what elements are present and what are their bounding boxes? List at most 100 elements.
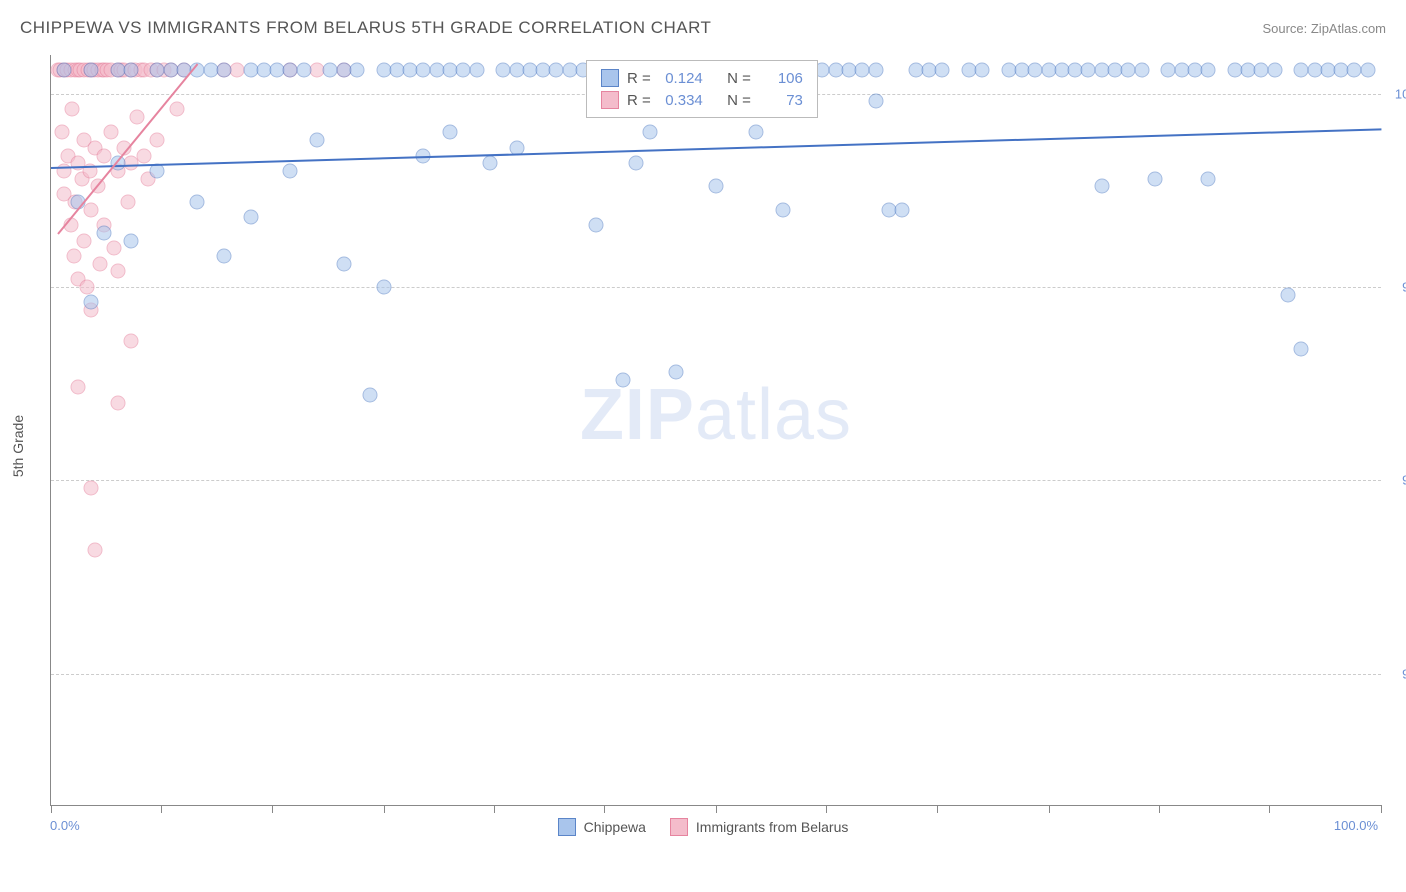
- scatter-point: [65, 102, 80, 117]
- scatter-point: [296, 63, 311, 78]
- x-tick: [826, 805, 827, 813]
- scatter-point: [775, 202, 790, 217]
- scatter-point: [1267, 63, 1282, 78]
- y-axis-title: 5th Grade: [10, 415, 26, 477]
- scatter-point: [83, 480, 98, 495]
- legend-item-chippewa: Chippewa: [558, 818, 646, 836]
- scatter-point: [1280, 287, 1295, 302]
- watermark-atlas: atlas: [695, 375, 852, 455]
- source-label: Source: ZipAtlas.com: [1262, 21, 1386, 36]
- scatter-point: [83, 63, 98, 78]
- scatter-point: [54, 125, 69, 140]
- scatter-point: [1134, 63, 1149, 78]
- scatter-point: [97, 225, 112, 240]
- scatter-point: [77, 233, 92, 248]
- legend-swatch-chippewa: [558, 818, 576, 836]
- gridline: [51, 287, 1381, 288]
- x-tick: [1049, 805, 1050, 813]
- scatter-point: [669, 365, 684, 380]
- scatter-point: [363, 388, 378, 403]
- stats-box: R = 0.124 N = 106 R = 0.334 N = 73: [586, 60, 818, 118]
- scatter-point: [1294, 341, 1309, 356]
- scatter-point: [349, 63, 364, 78]
- scatter-point: [283, 163, 298, 178]
- scatter-point: [868, 63, 883, 78]
- scatter-point: [482, 156, 497, 171]
- stats-row: R = 0.334 N = 73: [601, 89, 803, 111]
- scatter-point: [1201, 63, 1216, 78]
- scatter-point: [748, 125, 763, 140]
- stats-swatch: [601, 69, 619, 87]
- legend-label-belarus: Immigrants from Belarus: [696, 819, 848, 835]
- stat-r-label: R =: [627, 70, 651, 87]
- stat-n-value: 73: [759, 92, 803, 109]
- plot-area: ZIPatlas 92.5%95.0%97.5%100.0%R =0.124 N…: [50, 55, 1381, 806]
- x-tick: [604, 805, 605, 813]
- legend-label-chippewa: Chippewa: [584, 819, 646, 835]
- x-tick: [51, 805, 52, 813]
- x-tick: [384, 805, 385, 813]
- x-tick: [937, 805, 938, 813]
- scatter-point: [1201, 171, 1216, 186]
- scatter-point: [469, 63, 484, 78]
- scatter-point: [121, 194, 136, 209]
- watermark-zip: ZIP: [580, 375, 695, 455]
- scatter-point: [1360, 63, 1375, 78]
- header: CHIPPEWA VS IMMIGRANTS FROM BELARUS 5TH …: [20, 18, 1386, 38]
- y-tick-label: 92.5%: [1402, 666, 1406, 681]
- scatter-point: [336, 256, 351, 271]
- scatter-point: [87, 542, 102, 557]
- scatter-point: [66, 249, 81, 264]
- scatter-point: [589, 218, 604, 233]
- scatter-point: [615, 372, 630, 387]
- scatter-point: [443, 125, 458, 140]
- scatter-point: [1147, 171, 1162, 186]
- scatter-point: [83, 202, 98, 217]
- scatter-point: [310, 133, 325, 148]
- scatter-point: [130, 109, 145, 124]
- scatter-point: [642, 125, 657, 140]
- scatter-point: [190, 194, 205, 209]
- scatter-point: [110, 264, 125, 279]
- scatter-point: [57, 63, 72, 78]
- scatter-point: [868, 94, 883, 109]
- scatter-point: [243, 210, 258, 225]
- x-tick: [272, 805, 273, 813]
- x-tick: [161, 805, 162, 813]
- y-tick-label: 95.0%: [1402, 473, 1406, 488]
- scatter-point: [79, 279, 94, 294]
- scatter-point: [123, 233, 138, 248]
- scatter-point: [137, 148, 152, 163]
- stat-n-value: 106: [759, 70, 803, 87]
- scatter-point: [83, 295, 98, 310]
- scatter-point: [975, 63, 990, 78]
- scatter-point: [123, 334, 138, 349]
- scatter-point: [629, 156, 644, 171]
- stats-row: R = 0.124 N = 106: [601, 67, 803, 89]
- x-tick: [494, 805, 495, 813]
- scatter-point: [70, 380, 85, 395]
- legend-swatch-belarus: [670, 818, 688, 836]
- gridline: [51, 674, 1381, 675]
- legend-item-belarus: Immigrants from Belarus: [670, 818, 848, 836]
- scatter-point: [376, 279, 391, 294]
- scatter-point: [709, 179, 724, 194]
- stat-n-label: N =: [727, 92, 751, 109]
- scatter-point: [895, 202, 910, 217]
- stat-n-label: N =: [727, 70, 751, 87]
- y-tick-label: 100.0%: [1395, 86, 1406, 101]
- stat-r-value: 0.124: [659, 70, 703, 87]
- scatter-point: [150, 133, 165, 148]
- x-tick: [1269, 805, 1270, 813]
- scatter-point: [1094, 179, 1109, 194]
- stat-r-label: R =: [627, 92, 651, 109]
- stat-r-value: 0.334: [659, 92, 703, 109]
- gridline: [51, 480, 1381, 481]
- scatter-point: [103, 125, 118, 140]
- scatter-point: [216, 249, 231, 264]
- scatter-point: [123, 63, 138, 78]
- trend-line: [51, 128, 1381, 169]
- x-tick: [1159, 805, 1160, 813]
- bottom-legend: Chippewa Immigrants from Belarus: [0, 818, 1406, 836]
- scatter-point: [106, 241, 121, 256]
